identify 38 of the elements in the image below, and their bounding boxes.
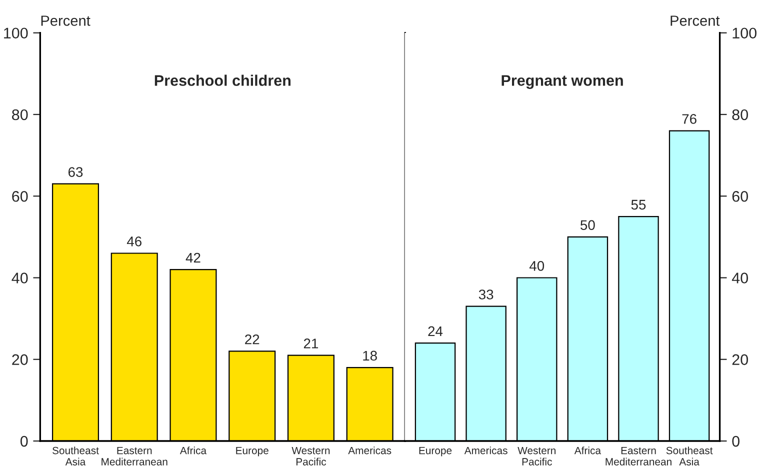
text: Preschool children [154,74,290,86]
y-tick-label: 60 [12,190,28,202]
text: Pregnant women [502,75,623,89]
data-label: 22 [245,334,260,344]
data-label: 33 [478,290,494,300]
data-label: 18 [363,350,377,361]
y-tick-label: 20 [12,354,28,366]
data-label: 50 [580,220,595,230]
data-label: 63 [68,167,83,177]
data-label: 42 [186,252,200,263]
y-tick-label: 0 [732,436,740,447]
y-tick-label: 80 [732,109,748,120]
y-tick-label: 80 [12,109,28,120]
y-axis-title: Percent [41,16,90,26]
y-tick-label: 40 [12,272,28,284]
data-label: 21 [304,338,318,348]
x-tick-label: Eastern Mediterranean [102,446,168,466]
data-label: 24 [428,326,443,336]
data-label: 76 [682,114,696,124]
y-tick-label: 40 [732,272,748,284]
y-tick-label: 0 [20,436,28,447]
y-tick-label: 100 [4,28,28,39]
x-tick-label: Europe [419,446,452,456]
x-tick-label: Americas [348,446,392,454]
data-label: 55 [631,200,646,210]
y-tick-label: 20 [732,354,748,366]
x-tick-label: Western Pacific [292,446,330,466]
x-tick-label: Africa [574,446,602,454]
x-tick-label: Southeast Asia [52,446,99,466]
data-label: 40 [529,261,544,271]
y-axis-title: Percent [670,16,720,26]
x-tick-label: Europe [236,446,268,456]
x-tick-label: Americas [464,446,508,454]
y-tick-label: 100 [732,28,756,39]
data-label: 46 [126,236,142,246]
x-tick-label: Western Pacific [518,446,556,466]
x-tick-label: Africa [180,446,207,454]
y-tick-label: 60 [732,190,748,202]
